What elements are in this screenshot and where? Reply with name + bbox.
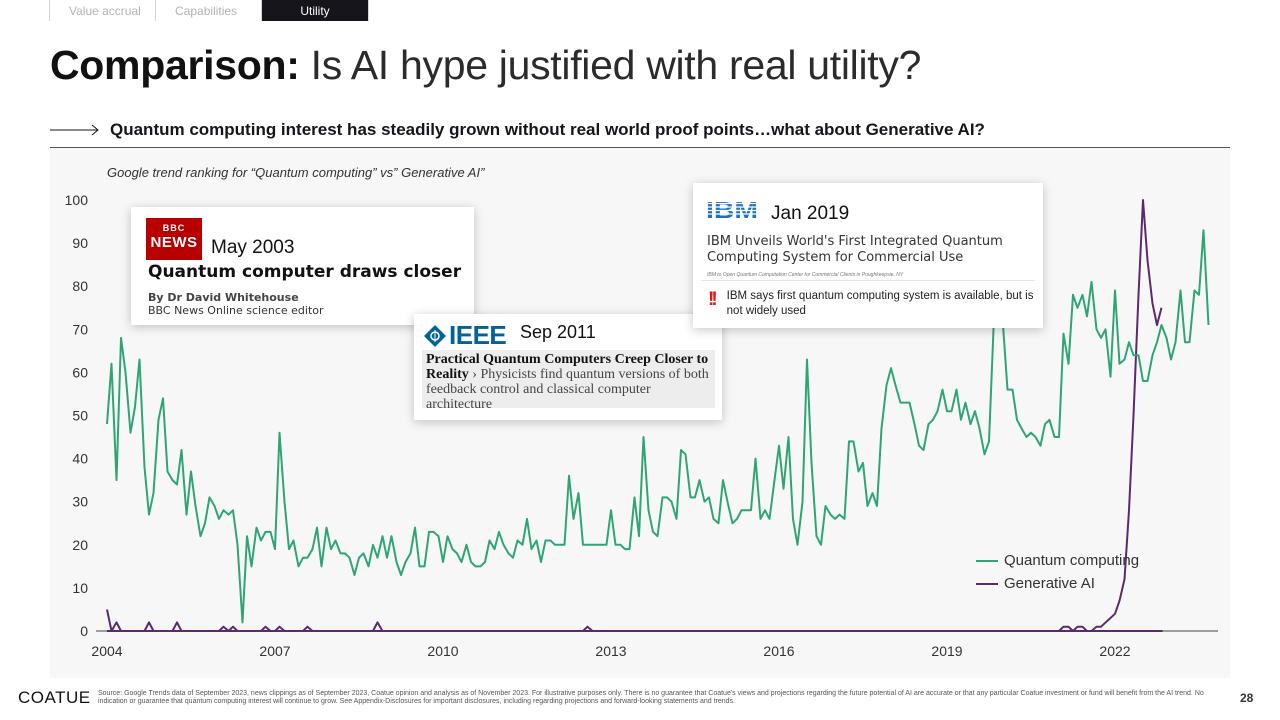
x-tick-label: 2010: [427, 643, 458, 659]
arrow-right-icon: [50, 124, 99, 136]
x-tick-label: 2013: [595, 643, 626, 659]
title-bold: Comparison:: [50, 42, 300, 88]
tab-value-accrual[interactable]: Value accrual: [50, 0, 156, 21]
title-light: Is AI hype justified with real utility?: [310, 42, 922, 88]
legend-swatch-genai: [976, 582, 998, 585]
y-tick-label: 70: [72, 321, 88, 337]
y-tick-label: 90: [72, 235, 88, 251]
ieee-diamond-icon: [424, 324, 446, 347]
x-tick-label: 2022: [1099, 643, 1130, 659]
y-tick-label: 40: [72, 451, 88, 467]
ibm-date: Jan 2019: [771, 203, 850, 224]
subheading-row: Quantum computing interest has steadily …: [50, 120, 985, 140]
y-tick-label: 80: [72, 278, 88, 294]
y-tick-label: 60: [72, 364, 88, 380]
series-line-generative-ai: [106, 199, 1163, 632]
x-tick-label: 2019: [931, 643, 962, 659]
bbc-author-role: BBC News Online science editor: [148, 304, 324, 317]
y-tick-label: 0: [80, 623, 88, 639]
ieee-subhead: Physicists find quantum versions of both…: [426, 367, 709, 412]
ibm-logo: IBM: [706, 199, 758, 221]
coatue-logo: COATUE: [18, 688, 91, 707]
ieee-article: Practical Quantum Computers Creep Closer…: [422, 350, 715, 412]
page-number: 28: [1240, 691, 1254, 705]
ibm-subline: IBM to Open Quantum Computation Center f…: [707, 272, 904, 278]
double-exclamation-icon: !!: [708, 289, 718, 310]
bbc-news-callout: BBC NEWS May 2003 Quantum computer draws…: [131, 207, 474, 325]
chart-legend: Quantum computing Generative AI: [976, 549, 1139, 595]
ibm-callout: IBM Jan 2019 IBM Unveils World's First I…: [693, 183, 1043, 328]
ibm-alert: !! IBM says first quantum computing syst…: [708, 289, 1043, 319]
ieee-date: Sep 2011: [520, 322, 596, 342]
divider: [50, 147, 1230, 148]
page-title: Comparison: Is AI hype justified with re…: [50, 42, 921, 89]
tab-utility[interactable]: Utility: [262, 0, 368, 21]
bbc-news-logo: BBC NEWS: [146, 218, 202, 260]
source-note: Source: Google Trends data of September …: [98, 690, 1204, 705]
legend-item-quantum: Quantum computing: [976, 549, 1139, 572]
legend-label-quantum: Quantum computing: [1004, 552, 1140, 569]
legend-item-genai: Generative AI: [976, 572, 1139, 595]
y-tick-label: 30: [72, 494, 88, 510]
x-tick-label: 2007: [259, 643, 290, 659]
x-tick-label: 2004: [91, 643, 122, 659]
ibm-alert-text: IBM says first quantum computing system …: [726, 290, 1034, 317]
ieee-logo: IEEE: [424, 320, 507, 351]
ieee-headline: Practical Quantum Computers Creep Closer…: [426, 352, 709, 382]
x-tick-label: 2016: [763, 643, 794, 659]
bbc-date: May 2003: [211, 237, 295, 258]
ieee-callout: IEEE Sep 2011 Practical Quantum Computer…: [414, 314, 722, 420]
bbc-logo-top: BBC: [162, 223, 186, 233]
subheading: Quantum computing interest has steadily …: [110, 120, 985, 139]
tab-capabilities[interactable]: Capabilities: [156, 0, 262, 21]
y-tick-label: 100: [65, 192, 89, 208]
trend-chart: 0 10 20 30 40 50 60 70 80 90 100 2004 2007 2010 2013 20…: [65, 192, 1218, 659]
section-tabs: Value accrual Capabilities Utility: [49, 0, 369, 21]
series-line-quantum-computing: [106, 199, 1210, 624]
ibm-headline: IBM Unveils World's First Integrated Qua…: [707, 234, 1003, 265]
chart-caption: Google trend ranking for “Quantum comput…: [107, 165, 485, 180]
bbc-author: By Dr David Whitehouse: [148, 291, 299, 304]
y-tick-label: 50: [72, 408, 88, 424]
y-tick-label: 10: [72, 580, 88, 596]
legend-label-genai: Generative AI: [1004, 575, 1095, 592]
ieee-logo-text: IEEE: [449, 320, 507, 350]
bbc-headline: Quantum computer draws closer: [148, 262, 462, 282]
ibm-divider: [701, 280, 1035, 281]
bbc-logo-bottom: NEWS: [150, 234, 198, 251]
legend-swatch-quantum: [976, 559, 998, 562]
y-tick-label: 20: [72, 537, 88, 553]
